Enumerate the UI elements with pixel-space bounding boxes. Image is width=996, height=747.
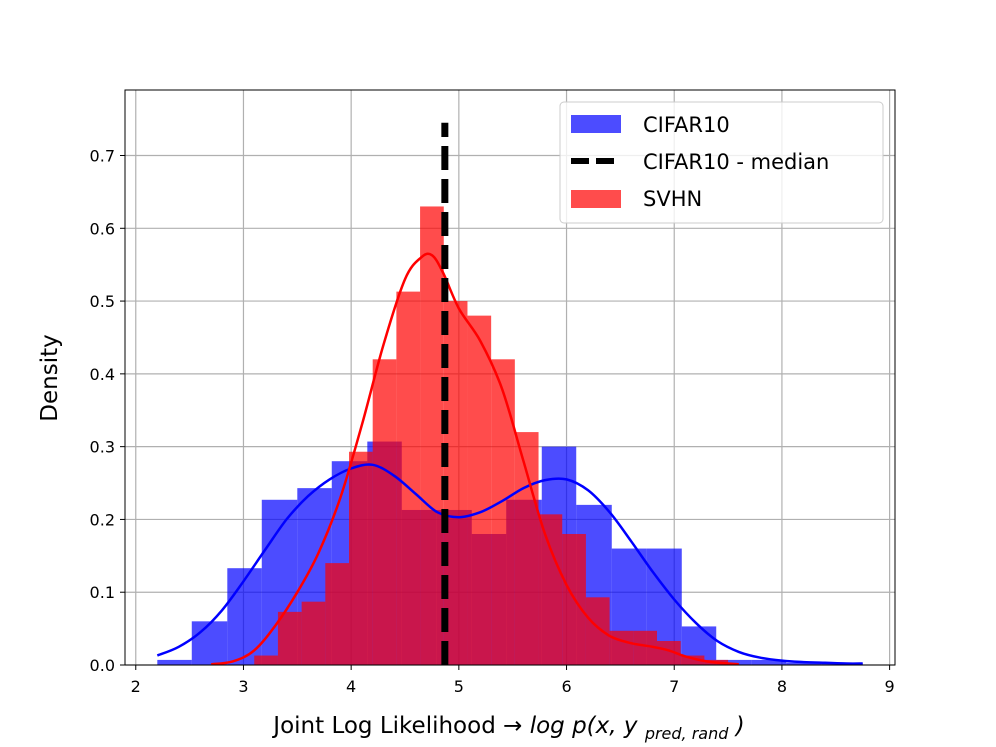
svhn-bar-0 — [254, 655, 278, 665]
x-axis-label-text: Joint Log Likelihood — [271, 713, 496, 739]
svhn-bar-5 — [372, 359, 397, 665]
x-axis-label-arrow: → — [503, 713, 522, 739]
y-tick-label-0: 0.0 — [90, 656, 115, 675]
kde-curves — [156, 252, 863, 666]
y-tick-label-3: 0.3 — [90, 438, 115, 457]
x-axis-label-subscript: pred, rand — [644, 724, 729, 743]
cifar10-bar-16 — [716, 659, 752, 665]
x-tick-label-6: 8 — [777, 677, 787, 696]
x-tick-label-4: 6 — [561, 677, 571, 696]
svhn-bar-15 — [609, 630, 634, 665]
x-tick-label-1: 3 — [238, 677, 248, 696]
legend-label-cifar10: CIFAR10 — [643, 113, 730, 137]
svhn-bar-14 — [585, 597, 610, 665]
svhn-bar-17 — [657, 640, 681, 665]
cifar10-bar-17 — [751, 659, 787, 665]
cifar10-bar-2 — [227, 568, 262, 665]
legend-swatch-svhn — [571, 190, 621, 208]
x-tick-label-0: 2 — [131, 677, 141, 696]
svhn-bar-11 — [514, 432, 539, 665]
legend: CIFAR10 CIFAR10 - median SVHN — [559, 101, 884, 224]
y-tick-label-5: 0.5 — [90, 292, 115, 311]
y-tick-label-2: 0.2 — [90, 510, 115, 529]
svhn-bar-6 — [396, 291, 421, 665]
cifar10-kde-line — [156, 463, 863, 665]
legend-label-svhn: SVHN — [643, 187, 702, 211]
svhn-bar-1 — [277, 611, 302, 665]
cifar10-bar-0 — [157, 659, 192, 665]
x-tick-label-2: 4 — [346, 677, 356, 696]
plot-frame — [124, 89, 896, 666]
svhn-bar-4 — [349, 451, 373, 665]
y-tick-label-6: 0.6 — [90, 219, 115, 238]
svhn-bar-8 — [443, 301, 468, 665]
cifar10-bar-18 — [786, 662, 822, 665]
cifar10-bar-1 — [191, 621, 228, 665]
x-axis-label-math: log p(x, y — [530, 713, 638, 739]
legend-frame — [559, 101, 884, 224]
svhn-bar-7 — [420, 206, 444, 666]
x-ticks: 2 3 4 5 6 7 8 9 — [131, 665, 895, 696]
x-tick-label-3: 5 — [454, 677, 464, 696]
svhn-bar-16 — [633, 630, 657, 665]
svhn-kde-line — [211, 252, 739, 666]
svhn-bar-12 — [538, 514, 563, 665]
svhn-bar-10 — [491, 359, 515, 665]
y-tick-label-7: 0.7 — [90, 147, 115, 166]
legend-swatch-cifar10 — [571, 115, 621, 133]
legend-label-median: CIFAR10 - median — [643, 150, 829, 174]
x-tick-label-7: 9 — [885, 677, 895, 696]
svhn-bar-3 — [325, 563, 349, 665]
y-axis-label: Density — [37, 334, 63, 421]
x-axis-label: Joint Log Likelihood → log p(x, y pred, … — [271, 713, 744, 745]
svhn-bar-18 — [680, 655, 705, 665]
svhn-bar-9 — [467, 315, 492, 665]
y-tick-label-4: 0.4 — [90, 365, 115, 384]
y-ticks: 0.0 0.1 0.2 0.3 0.4 0.5 0.6 0.7 — [90, 147, 125, 675]
x-tick-label-5: 7 — [669, 677, 679, 696]
y-tick-label-1: 0.1 — [90, 583, 115, 602]
svhn-bar-2 — [301, 601, 326, 665]
x-axis-label-close: ) — [734, 713, 745, 739]
